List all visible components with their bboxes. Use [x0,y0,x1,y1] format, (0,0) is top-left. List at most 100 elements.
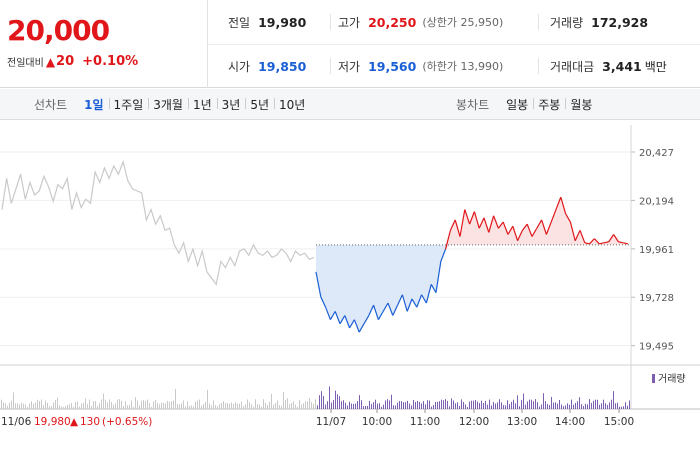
volume-bar [133,406,134,409]
volume-bar [367,405,368,409]
amount-label: 거래대금 [550,59,595,74]
volume-bar [543,393,544,409]
volume-bar [123,406,124,409]
volume-bar [207,389,208,409]
volume-label: 거래량 [550,15,584,30]
volume-bar [13,392,14,409]
tab-5y[interactable]: 5년 [245,96,274,113]
volume-bar [525,404,526,409]
volume-bar [259,404,260,409]
tab-10y[interactable]: 10년 [274,96,310,113]
volume-bar [517,395,518,409]
volume-bar [7,405,8,409]
volume-bar [47,402,48,409]
volume-bar [337,394,338,409]
today-price-segment [334,311,341,325]
tab-weekly-candle[interactable]: 주봉 [533,96,565,113]
volume-bar [43,405,44,409]
area-fills [316,197,628,333]
volume-bar [71,402,72,409]
volume-bar [193,406,194,409]
volume-bar [577,401,578,409]
prev-close-value: 19,980 [258,14,307,30]
volume-bar [333,400,334,409]
volume-bar [37,399,38,409]
volume-bar [447,400,448,409]
volume-bar [503,405,504,409]
volume-bar [381,406,382,409]
y-tick-label: 20,427 [639,148,674,159]
volume-bar [571,399,572,409]
volume-bar [155,399,156,409]
prev-day-price-line [1,159,315,286]
today-price-segment [416,294,423,308]
y-axis-ticks: 20,427 20,194 19,961 19,728 19,495 [0,148,674,353]
volume-bar [199,399,200,409]
volume-bar [569,404,570,409]
volume-bar [213,400,214,409]
x-tick-label: 11/07 [316,416,346,428]
volume-bar [567,403,568,409]
volume-bar [473,400,474,409]
volume-bar [231,402,232,409]
tab-3m[interactable]: 3개월 [148,96,188,113]
volume-bar [81,403,82,409]
volume-bar [589,399,590,409]
volume-bar [529,399,530,409]
volume-bar [593,400,594,409]
volume-bar [553,402,554,409]
change-line: 전일대비 ▲ 20 +0.10% [7,54,138,69]
volume-bar [595,399,596,409]
volume-bar [399,401,400,409]
tab-daily-candle[interactable]: 일봉 [506,98,529,112]
y-tick-label: 19,961 [639,245,674,256]
today-price-segment [531,227,538,237]
volume-bar [385,400,386,409]
today-price-segment [368,304,375,316]
volume-bar [69,404,70,409]
volume-bar [613,391,614,409]
volume-bar [437,401,438,409]
volume-bar [185,406,186,409]
volume-bar [435,401,436,409]
volume-bar [513,399,514,409]
today-price-segment [449,219,456,231]
volume-bar [107,402,108,409]
volume-bar [287,398,288,409]
volume-bar [57,397,58,409]
volume-bar [181,403,182,409]
volume-bar [521,400,522,409]
tab-monthly-candle[interactable]: 월봉 [565,96,597,113]
volume-bar [603,399,604,409]
tab-1y[interactable]: 1년 [187,96,217,113]
volume-bar [327,401,328,409]
volume-bar [165,403,166,409]
volume-bar [311,402,312,409]
today-price-segment [373,304,379,320]
volume-bar [261,406,262,409]
summary-row-divider [208,44,700,45]
today-price-segment [382,302,389,312]
change-percent: +0.10% [82,54,139,69]
volume-bar [195,401,196,409]
today-price-segment [464,209,471,225]
volume-bar [151,406,152,409]
volume-bar [209,403,210,409]
up-area-fill [316,197,628,245]
volume-bar [95,400,96,409]
volume-bar [401,401,402,409]
tab-1d[interactable]: 1일 [84,98,104,112]
volume-bar [537,402,538,409]
volume-bar [335,390,336,409]
volume-bar [409,403,410,409]
tab-1w[interactable]: 1주일 [108,96,149,113]
volume-bar [51,406,52,409]
today-price-segment [569,221,576,241]
volume-bar [305,401,306,409]
volume-bar [279,404,280,409]
volume-bar [291,402,292,409]
volume-bar [191,405,192,409]
tab-3y[interactable]: 3년 [216,96,246,113]
prev-close-cell: 전일 19,980 [228,0,306,44]
x-tick-label: 12:00 [459,416,489,428]
